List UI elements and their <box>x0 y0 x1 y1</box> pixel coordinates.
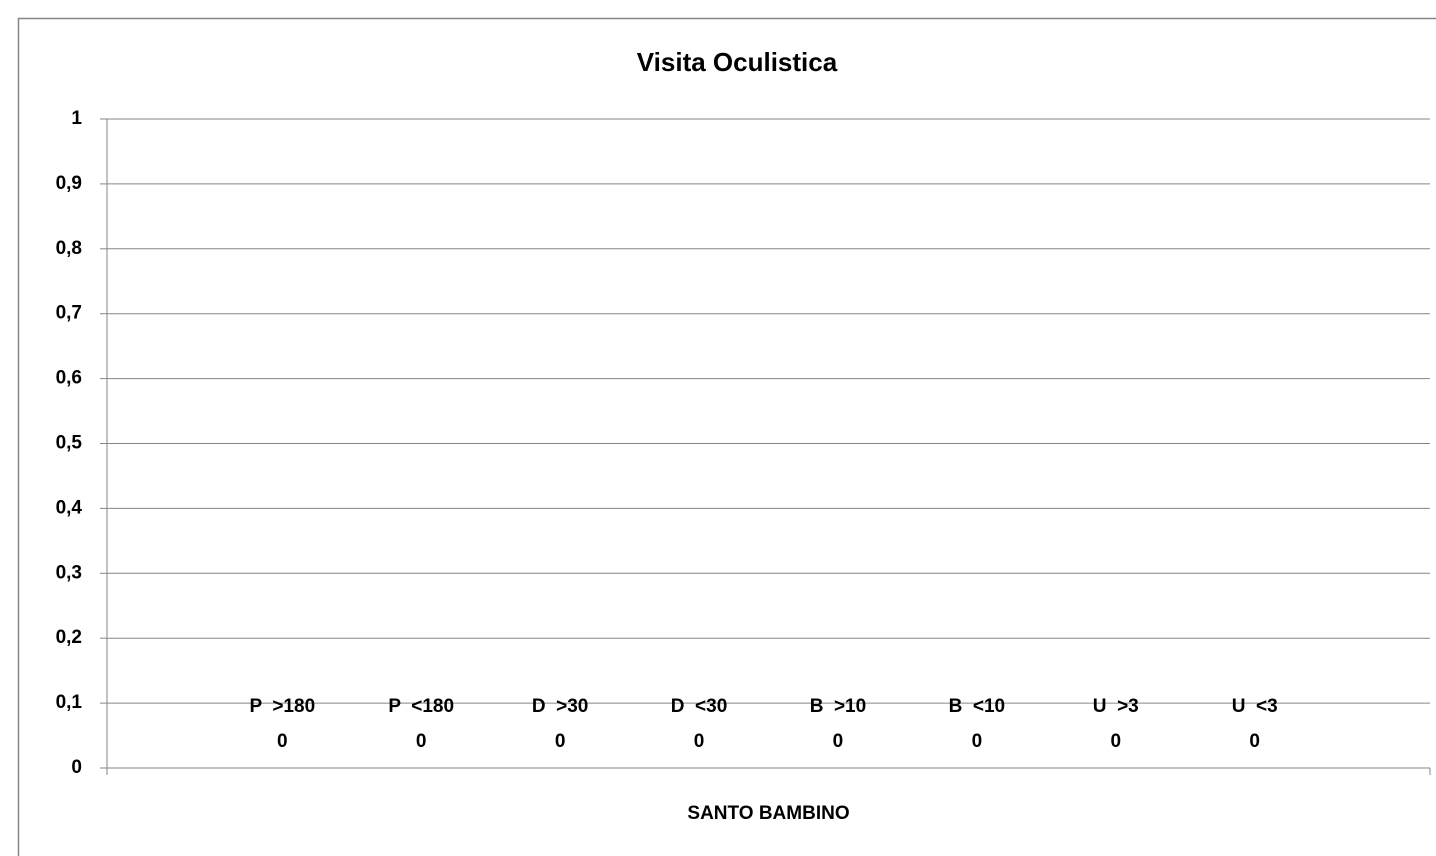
data-label-value: 0 <box>972 731 983 752</box>
y-tick-label: 0,1 <box>56 692 83 713</box>
y-tick-label: 1 <box>71 108 82 129</box>
data-label-value: 0 <box>1249 731 1260 752</box>
data-label-value: 0 <box>694 731 705 752</box>
data-label-name: D >30 <box>532 696 589 717</box>
data-label-name: B <10 <box>949 696 1006 717</box>
y-tick-label: 0,6 <box>56 368 82 389</box>
data-label-value: 0 <box>833 731 844 752</box>
data-label-name: U <3 <box>1232 696 1278 717</box>
y-tick-label: 0,7 <box>56 303 82 324</box>
data-label-value: 0 <box>277 731 288 752</box>
data-label-name: P >180 <box>249 696 315 717</box>
y-tick-label: 0,4 <box>56 497 83 518</box>
y-tick-label: 0,9 <box>56 173 82 194</box>
x-tick-label: SANTO BAMBINO <box>687 803 849 824</box>
data-label-name: U >3 <box>1093 696 1139 717</box>
y-tick-label: 0,3 <box>56 562 82 583</box>
chart-border <box>17 17 1436 856</box>
y-tick-label: 0,5 <box>56 433 83 454</box>
y-tick-label: 0,2 <box>56 627 82 648</box>
data-label-value: 0 <box>555 731 566 752</box>
y-tick-label: 0 <box>71 757 82 778</box>
data-label-name: B >10 <box>810 696 867 717</box>
chart-title: Visita Oculistica <box>637 47 838 77</box>
data-label-name: P <180 <box>388 696 454 717</box>
data-label-value: 0 <box>416 731 427 752</box>
data-label-name: D <30 <box>671 696 728 717</box>
y-tick-label: 0,8 <box>56 238 82 259</box>
data-label-value: 0 <box>1110 731 1121 752</box>
